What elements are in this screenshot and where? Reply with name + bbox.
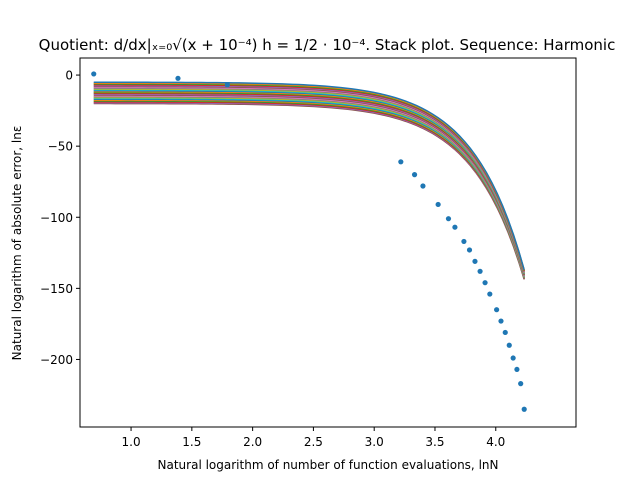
y-tick-label: −200 [40, 353, 73, 367]
data-point [411, 172, 418, 178]
data-point [514, 366, 520, 373]
y-axis-label: Natural logarithm of absolute error, lnε [10, 126, 24, 361]
data-point [445, 216, 452, 222]
x-tick-label: 4.0 [486, 435, 505, 449]
data-point [510, 355, 516, 361]
data-point [498, 318, 504, 324]
data-point [521, 406, 527, 412]
data-point [487, 291, 493, 297]
series-curves [93, 81, 525, 280]
data-point [494, 307, 500, 313]
data-point [518, 381, 524, 387]
y-axis-ticks: 0 −50 −100 −150 −200 [40, 69, 80, 367]
data-point [461, 238, 467, 245]
data-point [482, 280, 488, 286]
x-tick-label: 3.0 [365, 435, 384, 449]
data-point [452, 224, 458, 230]
plot-frame [79, 57, 577, 428]
data-point [175, 75, 181, 81]
data-point [477, 268, 483, 274]
y-tick-label: 0 [65, 69, 73, 83]
x-tick-label: 1.0 [122, 435, 141, 449]
chart-title: Quotient: d/dx|ₓ₌₀√(x + 10⁻⁴) h = 1/2 · … [39, 36, 616, 54]
data-points [91, 71, 527, 412]
x-tick-label: 2.5 [304, 435, 323, 449]
data-point [224, 82, 230, 88]
data-point [398, 159, 404, 165]
data-point [91, 71, 97, 77]
x-tick-label: 3.5 [425, 435, 444, 449]
data-point [420, 183, 426, 189]
data-point [506, 342, 512, 348]
series-line [93, 81, 525, 271]
data-point [502, 329, 508, 336]
data-point [466, 247, 473, 253]
data-point [472, 258, 478, 264]
data-point [435, 201, 441, 208]
y-tick-label: −50 [48, 140, 73, 154]
x-tick-label: 2.0 [243, 435, 262, 449]
y-tick-label: −100 [40, 211, 73, 225]
x-axis-label: Natural logarithm of number of function … [158, 458, 499, 472]
x-axis-ticks: 1.0 1.5 2.0 2.5 3.0 3.5 4.0 [122, 427, 505, 449]
x-tick-label: 1.5 [182, 435, 201, 449]
y-tick-label: −150 [40, 282, 73, 296]
